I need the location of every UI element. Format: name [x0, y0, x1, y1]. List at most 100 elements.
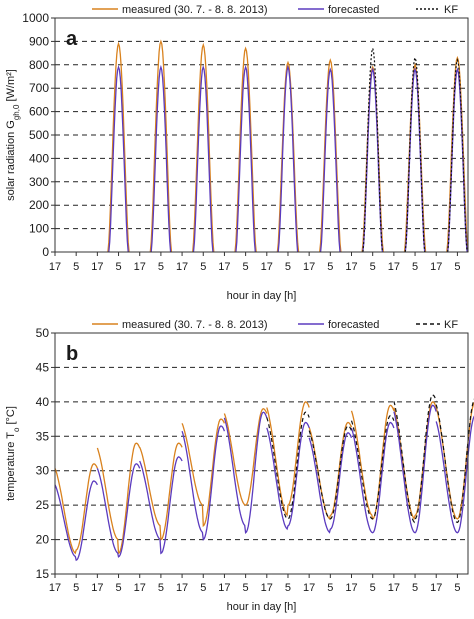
x-tick-label: 5	[243, 582, 249, 594]
legend-label: KF	[444, 4, 458, 16]
series-line	[139, 442, 183, 541]
series-line	[223, 407, 268, 506]
series-line	[234, 46, 257, 253]
x-tick-label: 17	[388, 261, 400, 273]
legend-label: measured (30. 7. - 8. 8. 2013)	[122, 319, 268, 331]
series-line	[277, 64, 299, 253]
y-tick-label: 0	[42, 245, 49, 259]
y-tick-label: 50	[36, 326, 50, 340]
y-tick-label: 100	[29, 222, 49, 236]
x-tick-label: 17	[388, 582, 400, 594]
x-tick-label: 5	[370, 261, 376, 273]
x-tick-label: 17	[49, 582, 61, 594]
x-tick-label: 17	[345, 582, 357, 594]
series-line	[308, 425, 353, 520]
x-tick-label: 17	[91, 261, 103, 273]
x-tick-label: 5	[200, 582, 206, 594]
series-line	[393, 394, 437, 524]
series-line	[181, 418, 225, 528]
x-tick-label: 5	[115, 261, 121, 273]
y-tick-label: 500	[29, 128, 49, 142]
x-tick-label: 5	[327, 261, 333, 273]
legend-label: KF	[444, 319, 458, 331]
x-tick-label: 5	[412, 582, 418, 594]
x-tick-label: 17	[430, 261, 442, 273]
x-tick-label: 17	[430, 582, 442, 594]
series-line	[223, 411, 268, 535]
series-line	[96, 463, 141, 558]
series-line	[181, 425, 226, 541]
series-line	[362, 67, 384, 253]
x-tick-label: 17	[91, 582, 103, 594]
panel-b-letter: b	[66, 343, 78, 365]
x-tick-label: 5	[158, 582, 164, 594]
series-line	[150, 64, 172, 253]
x-tick-label: 5	[243, 261, 249, 273]
x-tick-label: 5	[200, 261, 206, 273]
panel-b-series	[54, 394, 474, 562]
series-line	[435, 415, 474, 534]
x-tick-label: 5	[327, 582, 333, 594]
series-line	[266, 411, 310, 520]
x-tick-label: 17	[261, 261, 273, 273]
x-tick-label: 5	[412, 261, 418, 273]
x-tick-label: 17	[303, 582, 315, 594]
legend-label: forecasted	[328, 4, 379, 16]
x-tick-label: 5	[454, 261, 460, 273]
series-line	[404, 67, 426, 253]
y-tick-label: 1000	[22, 11, 49, 25]
y-tick-label: 20	[36, 533, 50, 547]
series-line	[350, 421, 395, 534]
y-tick-label: 45	[36, 360, 50, 374]
panel-b-x-axis-label: hour in day [h]	[227, 601, 297, 613]
series-line	[54, 463, 98, 555]
x-tick-label: 5	[370, 582, 376, 594]
x-tick-label: 17	[218, 582, 230, 594]
x-tick-label: 5	[285, 261, 291, 273]
panel-b-plot-frame	[54, 332, 469, 575]
series-line	[393, 404, 437, 534]
x-tick-label: 5	[158, 261, 164, 273]
panel-b-y-axis-label: temperature To [°C]	[5, 406, 21, 501]
panel-b-y-tick-labels: 15 20 25 30 35 40 45 50	[36, 326, 55, 581]
series-line	[350, 414, 395, 520]
panel-a-y-axis-label: solar radiation Ggh,0 [W/m²]	[5, 69, 21, 201]
y-tick-label: 400	[29, 151, 49, 165]
x-tick-label: 17	[134, 582, 146, 594]
series-line	[192, 64, 214, 253]
panel-a-letter: a	[66, 28, 78, 50]
series-line	[404, 55, 426, 253]
series-line	[54, 480, 98, 562]
series-line	[235, 64, 256, 253]
series-line	[308, 432, 353, 534]
y-tick-label: 15	[36, 567, 50, 581]
x-tick-label: 17	[303, 261, 315, 273]
panel-a-y-tick-labels: 0 100 200 300 400 500 600 700 800 900 1000	[22, 11, 55, 259]
x-tick-label: 5	[285, 582, 291, 594]
panel-b-x-tick-labels: 17 5 17 5 17 5 17 5 17 5 17 5 17 5 17 5 17 5 17 5	[49, 574, 460, 594]
x-tick-label: 5	[454, 582, 460, 594]
series-line	[266, 401, 310, 517]
x-tick-label: 17	[218, 261, 230, 273]
panel-a-gridlines	[55, 40, 468, 230]
series-line	[435, 398, 474, 524]
x-tick-label: 5	[73, 261, 79, 273]
series-line	[319, 67, 341, 253]
legend-label: measured (30. 7. - 8. 8. 2013)	[122, 4, 268, 16]
y-tick-label: 40	[36, 395, 50, 409]
series-line	[108, 64, 129, 253]
y-tick-label: 200	[29, 198, 49, 212]
panel-a-legend: measured (30. 7. - 8. 8. 2013) forecasted…	[92, 4, 458, 16]
y-tick-label: 35	[36, 429, 50, 443]
x-tick-label: 17	[49, 261, 61, 273]
x-tick-label: 17	[176, 582, 188, 594]
panel-a-x-tick-labels: 17 5 17 5 17 5 17 5 17 5 17 5 17 5 17 5 17 5 17 5	[49, 252, 460, 273]
x-tick-label: 5	[73, 582, 79, 594]
x-tick-label: 5	[115, 582, 121, 594]
x-tick-label: 17	[345, 261, 357, 273]
panel-b-gridlines	[55, 366, 468, 541]
series-line	[192, 42, 215, 253]
y-tick-label: 25	[36, 498, 50, 512]
